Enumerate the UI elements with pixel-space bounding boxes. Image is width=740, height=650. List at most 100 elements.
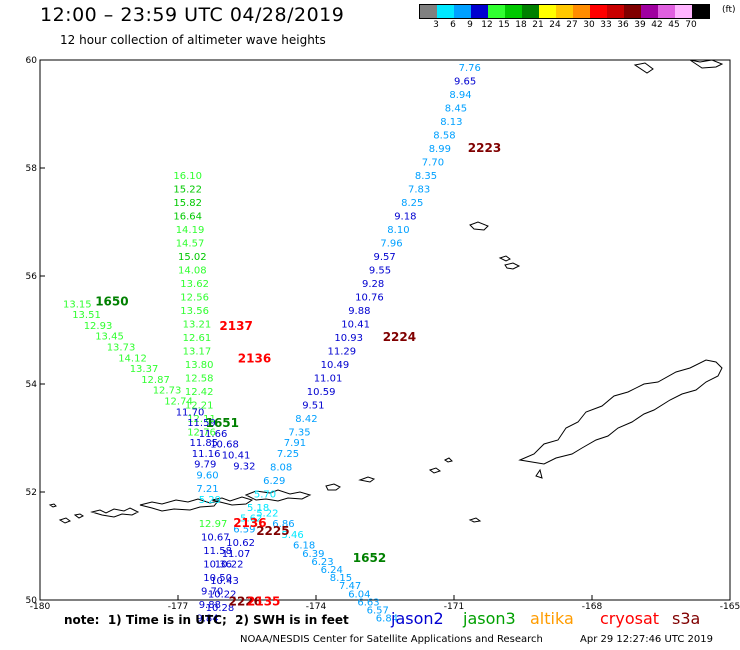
- wave-height-value: 10.49: [321, 360, 350, 371]
- wave-height-value: 13.56: [180, 306, 209, 317]
- wave-height-value: 8.99: [429, 144, 451, 155]
- wave-height-value: 8.25: [401, 198, 423, 209]
- legend-tick-label: 30: [583, 20, 595, 30]
- generation-timestamp: Apr 29 12:27:46 UTC 2019: [580, 634, 713, 645]
- wave-height-value: 8.15: [330, 573, 352, 584]
- legend-tick-label: 9: [467, 20, 473, 30]
- alaska-peninsula: [518, 359, 723, 465]
- wave-height-value: 13.80: [185, 360, 214, 371]
- satellite-tracks: 16.10 15.22 15.82 16.64 14.19 14.57 15.02 14.08…: [63, 63, 481, 625]
- legend-tick-label: 6: [450, 20, 456, 30]
- legend-tick-label: 39: [634, 20, 646, 30]
- legend-swatch: [641, 5, 658, 18]
- pass-time-label: 2135: [247, 594, 280, 608]
- pass-time-label: 2137: [219, 319, 252, 333]
- legend-swatch: [454, 5, 471, 18]
- wave-height-value: 10.59: [307, 387, 336, 398]
- wave-height-value: 7.96: [380, 238, 402, 249]
- wave-height-value: 11.58: [203, 546, 232, 557]
- legend-labels: 3 6 9 12 15 18 21 24 27 30 33 36 39 42 45 70: [419, 19, 710, 31]
- pass-time-label: 2223: [468, 141, 501, 155]
- wave-height-value: 7.35: [288, 427, 310, 438]
- aleutian-island-chain: [90, 476, 376, 518]
- wave-height-value: 13.17: [183, 346, 212, 357]
- pass-time-label: 2136: [238, 351, 271, 365]
- legend-swatch: [675, 5, 692, 18]
- satellite-label-cryosat: cryosat: [600, 609, 660, 628]
- legend-swatch: [573, 5, 590, 18]
- wave-height-value: 12.93: [84, 321, 113, 332]
- wave-height-value: 12.42: [185, 387, 214, 398]
- page-subtitle: 12 hour collection of altimeter wave hei…: [60, 33, 326, 47]
- wave-height-value: 13.51: [72, 310, 101, 321]
- legend-swatch: [505, 5, 522, 18]
- wave-height-value: 8.42: [295, 414, 317, 425]
- wave-height-value: 9.60: [196, 471, 218, 482]
- legend-swatch: [590, 5, 607, 18]
- legend-swatch: [437, 5, 454, 18]
- wave-height-value: 9.32: [233, 461, 255, 472]
- wave-height-value: 6.24: [321, 565, 343, 576]
- wave-height-legend: 3 6 9 12 15 18 21 24 27 30 33 36 39 42 45 70 (ft): [419, 4, 736, 31]
- wave-height-value: 13.15: [63, 299, 92, 310]
- pass-time-label: 2136: [233, 516, 266, 530]
- pass-time-label: 1650: [95, 295, 128, 309]
- lon-tick-label: -174: [306, 602, 327, 612]
- lon-tick-label: -165: [720, 602, 740, 612]
- wave-height-value: 12.21: [185, 400, 214, 411]
- page-title: 12:00 – 23:59 UTC 04/28/2019: [40, 4, 345, 26]
- wave-height-value: 9.65: [454, 76, 476, 87]
- lat-tick-label: 52: [26, 488, 37, 498]
- lon-tick-label: -177: [168, 602, 188, 612]
- legend-tick-label: 27: [566, 20, 578, 30]
- wave-height-value: 9.51: [302, 400, 324, 411]
- legend-tick-label: 15: [498, 20, 510, 30]
- legend-swatch: [692, 5, 709, 18]
- legend-swatch: [556, 5, 573, 18]
- satellite-label-s3a: s3a: [672, 609, 701, 628]
- wave-height-value: 7.21: [196, 484, 218, 495]
- wave-height-value: 11.29: [328, 346, 357, 357]
- legend-swatch: [607, 5, 624, 18]
- lon-tick-label: -180: [30, 602, 51, 612]
- wave-height-value: 7.91: [284, 438, 306, 449]
- credit-line: NOAA/NESDIS Center for Satellite Applica…: [240, 634, 543, 645]
- wave-height-value: 10.76: [355, 292, 384, 303]
- wave-height-value: 13.21: [183, 319, 212, 330]
- wave-height-value: 15.22: [173, 184, 202, 195]
- wave-height-value: 6.63: [357, 597, 379, 608]
- legend-tick-label: 12: [481, 20, 493, 30]
- wave-height-value: 5.62: [240, 514, 262, 525]
- wave-height-value: 7.83: [408, 184, 430, 195]
- wave-height-value: 6.84: [376, 614, 398, 625]
- pass-time-label: 2225: [256, 524, 289, 538]
- pribilof-islands: [469, 221, 521, 270]
- legend-tick-label: 21: [532, 20, 544, 30]
- wave-height-value: 9.84: [196, 614, 218, 625]
- wave-height-value: 13.37: [130, 364, 159, 375]
- wave-height-value: 12.56: [180, 292, 209, 303]
- wave-height-value: 13.45: [95, 332, 124, 343]
- legend-tick-label: 70: [685, 20, 697, 30]
- lat-tick-label: 56: [26, 272, 38, 282]
- legend-swatch: [420, 5, 437, 18]
- wave-height-value: 12.73: [153, 386, 182, 397]
- wave-height-value: 7.47: [339, 581, 361, 592]
- lon-tick-label: -171: [444, 602, 464, 612]
- pass-time-label: 1652: [353, 551, 386, 565]
- wave-height-value: 12.76: [187, 427, 216, 438]
- wave-height-value: 10.62: [226, 538, 255, 549]
- legend-swatch: [658, 5, 675, 18]
- wave-height-value: 7.76: [459, 63, 481, 74]
- legend-tick-label: 42: [651, 20, 663, 30]
- lat-tick-label: 58: [26, 164, 38, 174]
- wave-height-value: 6.18: [293, 541, 315, 552]
- wave-height-value: 15.82: [173, 198, 202, 209]
- pass-time-label: 2226: [229, 594, 262, 608]
- pass-time-label: 2224: [383, 330, 416, 344]
- legend-tick-label: 45: [668, 20, 680, 30]
- legend-swatch: [624, 5, 641, 18]
- wave-height-value: 5.22: [256, 508, 278, 519]
- legend-swatch: [539, 5, 556, 18]
- wave-height-value: 6.57: [367, 606, 389, 617]
